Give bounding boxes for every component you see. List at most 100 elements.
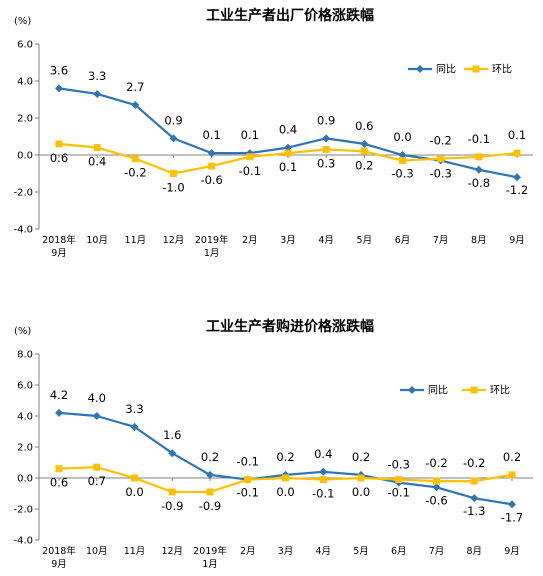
data-label: -0.2 [124, 166, 146, 180]
legend-label-mom: 环比 [492, 64, 512, 76]
data-label: 0.4 [88, 155, 106, 169]
data-label: 0.0 [393, 130, 411, 144]
x-tick-label: 4月 [315, 546, 331, 557]
data-label: -0.3 [391, 167, 413, 181]
data-point-mom [244, 476, 252, 484]
data-point-yoy [319, 467, 328, 476]
data-label: -1.7 [501, 510, 523, 524]
legend-label-mom: 环比 [490, 385, 510, 397]
data-point-yoy [206, 470, 214, 479]
x-tick-label: 2月 [240, 546, 256, 557]
x-tick-label: 10月 [86, 546, 108, 557]
x-tick-label: 10月 [86, 235, 108, 246]
x-tick-label: 9月 [51, 248, 67, 259]
data-point-yoy [92, 412, 101, 420]
x-tick-label: 9月 [504, 546, 520, 557]
x-tick-label: 2018年 [42, 234, 76, 246]
data-point-mom [93, 463, 101, 471]
x-tick-label: 4月 [318, 235, 334, 246]
x-tick-label: 7月 [429, 546, 445, 557]
x-tick-label: 12月 [163, 235, 185, 246]
y-tick-label: 0.0 [17, 151, 33, 162]
data-point-mom [319, 476, 327, 484]
y-tick-label: 4.0 [17, 77, 33, 88]
data-label: 0.9 [164, 113, 182, 127]
legend: 同比 环比 [408, 64, 512, 76]
data-point-mom [399, 157, 406, 165]
data-point-mom [322, 145, 330, 153]
data-point-mom [513, 149, 521, 157]
data-label: 0.3 [317, 156, 335, 170]
data-label: -1.2 [506, 183, 528, 197]
legend-label-yoy: 同比 [436, 64, 456, 76]
data-label: 0.1 [241, 128, 259, 142]
x-tick-label: 3月 [280, 235, 296, 246]
y-tick-label: -2.0 [13, 188, 33, 199]
data-point-mom [437, 155, 445, 163]
x-tick-label: 6月 [391, 546, 407, 557]
data-label: 0.4 [279, 123, 297, 137]
chart-title: 工业生产者购进价格涨跌幅 [206, 318, 374, 335]
data-point-yoy [93, 89, 102, 98]
data-label: 4.2 [50, 388, 68, 402]
data-point-mom [206, 488, 214, 496]
data-label: -0.6 [425, 493, 447, 507]
data-point-mom [360, 147, 368, 155]
x-tick-label: 9月 [509, 235, 525, 246]
y-tick-label: 8.0 [17, 350, 33, 361]
x-tick-label: 9月 [51, 559, 67, 570]
data-point-yoy [470, 494, 479, 503]
x-tick-label: 8月 [466, 546, 482, 557]
legend-marker-yoy [416, 65, 424, 73]
data-label: -0.2 [429, 134, 451, 148]
data-point-mom [284, 149, 292, 157]
y-unit-label: (%) [14, 16, 31, 27]
data-point-yoy [398, 151, 407, 159]
data-point-yoy [474, 165, 483, 174]
legend-label-yoy: 同比 [428, 385, 448, 397]
legend-marker-mom [472, 65, 480, 73]
data-label: -0.2 [463, 456, 485, 470]
data-point-yoy [169, 134, 178, 143]
data-point-mom [168, 488, 176, 496]
x-tick-label: 11月 [125, 235, 147, 246]
purchase-price-chart: 工业生产者购进价格涨跌幅 (%) 8.0 6.0 4.0 2.0 0.0 -2.0 -4.0 20… [0, 288, 543, 576]
y-tick-label: 0.0 [17, 474, 33, 485]
data-point-yoy [168, 449, 177, 458]
data-point-mom [357, 474, 365, 482]
data-point-mom [170, 170, 177, 177]
data-label: -0.1 [239, 164, 261, 178]
data-point-yoy [513, 173, 521, 182]
data-label: 0.4 [314, 447, 332, 461]
data-point-mom [475, 153, 483, 161]
data-label: 0.2 [201, 450, 219, 464]
data-label: 0.0 [125, 485, 143, 499]
chart-svg: 工业生产者购进价格涨跌幅 (%) 8.0 6.0 4.0 2.0 0.0 -2.0 -4.0 20… [13, 318, 533, 570]
data-label: 3.6 [50, 63, 68, 77]
y-tick-label: -4.0 [13, 536, 33, 547]
data-label: -0.9 [161, 499, 183, 513]
data-label: -0.3 [388, 458, 410, 472]
data-label: 0.6 [50, 151, 68, 165]
x-tick-label: 5月 [357, 235, 373, 246]
y-tick-label: -2.0 [13, 505, 33, 516]
data-label: 0.2 [503, 450, 521, 464]
data-label: 0.0 [276, 485, 294, 499]
x-tick-label: 1月 [202, 559, 218, 570]
data-point-mom [208, 162, 216, 170]
x-tick-label: 6月 [395, 235, 411, 246]
data-label: 0.1 [279, 160, 297, 174]
x-tick-label: 3月 [278, 546, 294, 557]
x-tick-label: 2019年 [195, 234, 229, 246]
data-point-yoy [284, 143, 292, 152]
data-label: -1.0 [162, 181, 184, 195]
data-label: 0.6 [50, 476, 68, 490]
data-label: 3.3 [88, 69, 106, 83]
data-label: 0.0 [352, 485, 370, 499]
data-point-yoy [508, 500, 516, 509]
y-tick-label: -4.0 [13, 225, 33, 236]
data-label: -0.3 [429, 167, 451, 181]
data-label: 1.6 [163, 428, 181, 442]
chart-svg: 工业生产者出厂价格涨跌幅 (%) 6.0 4.0 2.0 0.0 -2.0 -4.0 2018年… [13, 7, 533, 259]
x-tick-label: 2018年 [42, 545, 76, 557]
